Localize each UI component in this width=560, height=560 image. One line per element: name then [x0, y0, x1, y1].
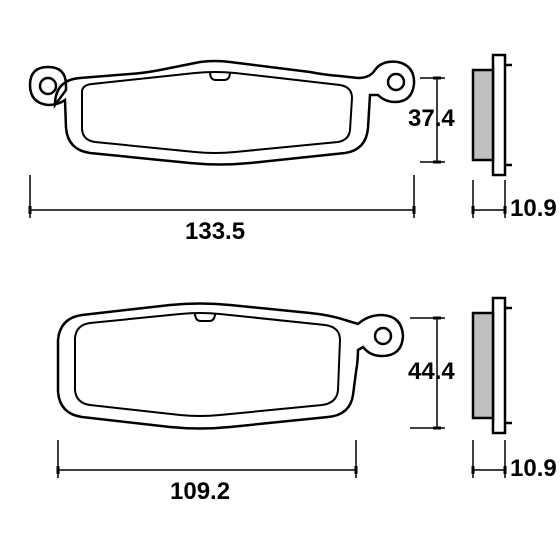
top-dim-width — [30, 175, 414, 218]
bottom-width-label: 109.2 — [170, 478, 230, 506]
top-thickness-label: 10.9 — [510, 195, 557, 223]
bottom-thickness-label: 10.9 — [510, 455, 557, 483]
technical-drawing-canvas: 37.4 133.5 10.9 44.4 109.2 10.9 — [0, 0, 560, 560]
bottom-dim-thickness — [473, 440, 505, 478]
top-dim-thickness — [473, 180, 505, 218]
bottom-pad-side — [473, 298, 512, 433]
bottom-height-label: 44.4 — [408, 358, 455, 386]
top-width-label: 133.5 — [185, 218, 245, 246]
top-height-label: 37.4 — [408, 105, 455, 133]
bottom-pad-front — [58, 304, 403, 429]
top-pad-side — [473, 55, 512, 175]
drawing-svg — [0, 0, 560, 560]
bottom-dim-width — [58, 440, 356, 478]
top-pad-front — [30, 61, 414, 165]
